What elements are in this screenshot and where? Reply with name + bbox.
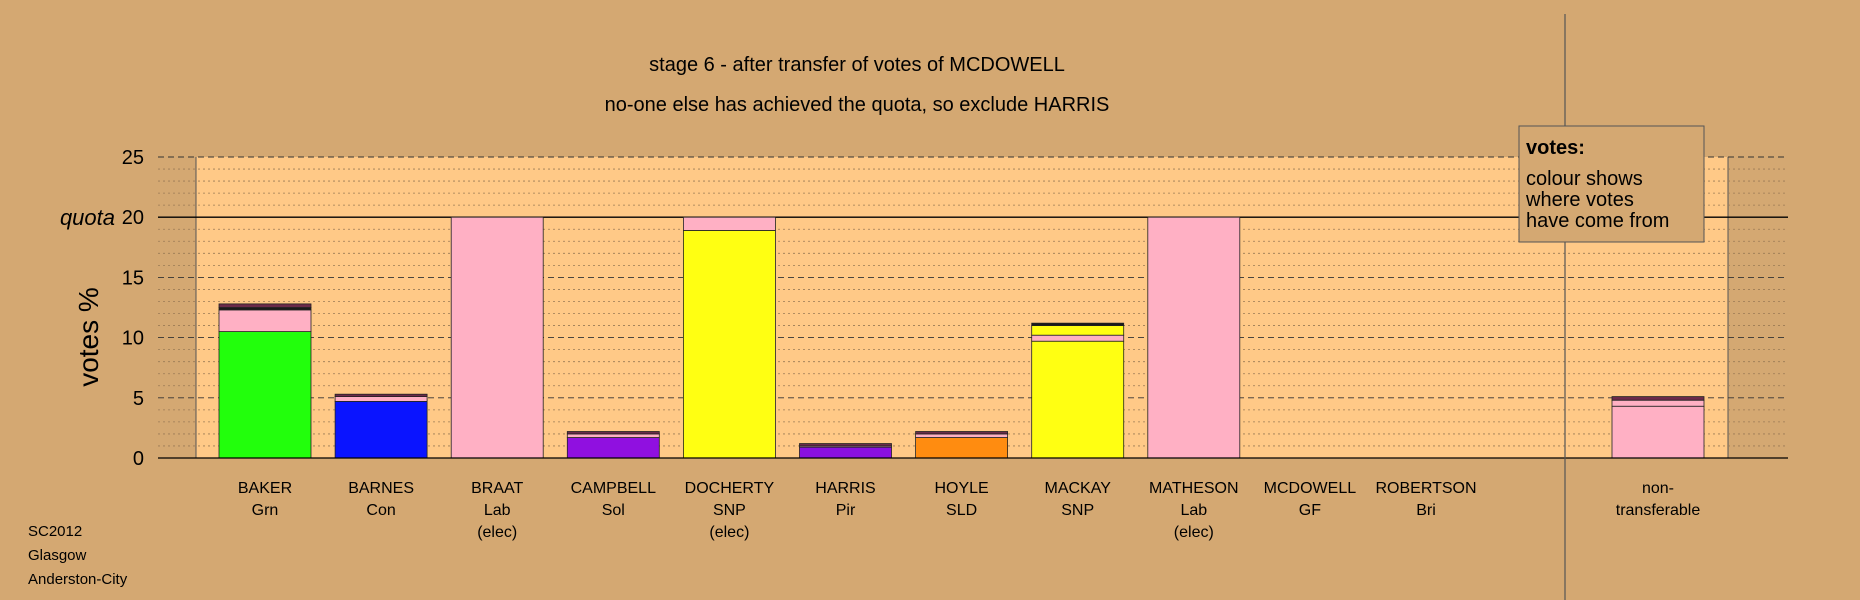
candidate-label-baker-1: Grn bbox=[252, 502, 279, 519]
bar-segment-mackay-1 bbox=[1031, 334, 1125, 342]
bar-segment-mackay-0 bbox=[1031, 340, 1125, 459]
legend-line-2: where votes bbox=[1525, 189, 1634, 211]
corner-line-3: Anderston-City bbox=[28, 571, 128, 588]
y-tick-label-15: 15 bbox=[122, 267, 144, 289]
y-axis: 0 5 10 15 20 25 quota bbox=[60, 147, 1788, 470]
candidate-label-hoyle-1: SLD bbox=[946, 502, 977, 519]
candidate-label-docherty-0: DOCHERTY bbox=[685, 480, 775, 497]
bar-segment-matheson-0 bbox=[1147, 216, 1241, 459]
bar-segment-campbell-2 bbox=[566, 431, 660, 435]
bar-segment-baker-0 bbox=[218, 331, 312, 459]
candidate-label-braat-1: Lab bbox=[484, 502, 511, 519]
bar-segment-nontransferable-2 bbox=[1611, 396, 1705, 401]
candidate-label-matheson-1: Lab bbox=[1180, 502, 1207, 519]
bar-segment-harris-2 bbox=[799, 443, 892, 447]
y-axis-label: votes % bbox=[73, 287, 104, 387]
candidate-label-braat-0: BRAAT bbox=[471, 480, 523, 497]
legend-line-1: colour shows bbox=[1526, 168, 1643, 190]
bar-segment-hoyle-2 bbox=[915, 431, 1008, 435]
bar-segment-hoyle-0 bbox=[915, 437, 1008, 459]
corner-line-1: SC2012 bbox=[28, 523, 82, 540]
y-tick-label-10: 10 bbox=[122, 328, 144, 350]
candidate-label-braat-2: (elec) bbox=[477, 524, 517, 541]
candidate-label-mackay-1: SNP bbox=[1061, 502, 1094, 519]
candidate-label-harris-1: Pir bbox=[836, 502, 856, 519]
bar-segment-harris-0 bbox=[799, 446, 892, 459]
bar-segment-hoyle-1 bbox=[915, 433, 1008, 438]
bar-segment-mackay-2 bbox=[1031, 325, 1125, 336]
bar-segment-docherty-0 bbox=[683, 230, 776, 459]
candidate-label-matheson-0: MATHESON bbox=[1149, 480, 1238, 497]
candidate-label-robertson-0: ROBERTSON bbox=[1375, 480, 1476, 497]
bar-segment-nontransferable-0 bbox=[1611, 405, 1705, 459]
gridlines bbox=[158, 156, 1788, 447]
bar-segment-baker-1 bbox=[218, 309, 312, 332]
candidate-label-baker-0: BAKER bbox=[238, 480, 292, 497]
candidate-label-hoyle-0: HOYLE bbox=[934, 480, 988, 497]
bar-segment-mackay-3 bbox=[1031, 322, 1125, 326]
nontransferable-label-0: non- bbox=[1642, 480, 1674, 497]
bar-segment-campbell-1 bbox=[566, 433, 660, 438]
bars bbox=[218, 216, 1705, 459]
bar-segment-docherty-1 bbox=[683, 216, 776, 231]
corner-line-2: Glasgow bbox=[28, 547, 87, 564]
bar-segment-barnes-1 bbox=[334, 396, 428, 402]
candidate-label-robertson-1: Bri bbox=[1416, 502, 1436, 519]
y-tick-label-25: 25 bbox=[122, 147, 144, 169]
bar-segment-nontransferable-1 bbox=[1611, 399, 1705, 407]
y-tick-label-20: 20 bbox=[122, 207, 144, 229]
legend-box: votes: colour shows where votes have com… bbox=[1518, 125, 1705, 243]
bar-segment-barnes-0 bbox=[334, 401, 428, 459]
candidate-label-barnes-1: Con bbox=[366, 502, 395, 519]
candidate-label-docherty-1: SNP bbox=[713, 502, 746, 519]
candidate-label-campbell-0: CAMPBELL bbox=[571, 480, 656, 497]
nontransferable-label-1: transferable bbox=[1616, 502, 1701, 519]
bar-segment-braat-0 bbox=[450, 216, 544, 459]
candidate-label-matheson-2: (elec) bbox=[1174, 524, 1214, 541]
candidate-label-barnes-0: BARNES bbox=[348, 480, 414, 497]
legend-frame bbox=[1518, 125, 1705, 243]
candidate-labels: BAKER Grn BARNES Con BRAAT Lab (elec) CAMPBELL S… bbox=[238, 480, 1700, 541]
y-tick-label-5: 5 bbox=[133, 388, 144, 410]
candidate-label-mackay-0: MACKAY bbox=[1045, 480, 1112, 497]
candidate-label-campbell-1: Sol bbox=[602, 502, 625, 519]
candidate-label-harris-0: HARRIS bbox=[815, 480, 875, 497]
chart-title: stage 6 - after transfer of votes of MCD… bbox=[649, 54, 1065, 76]
candidate-label-mcdowell-0: MCDOWELL bbox=[1264, 480, 1357, 497]
bar-segment-campbell-0 bbox=[566, 437, 660, 459]
quota-label: quota bbox=[60, 205, 115, 230]
candidate-label-docherty-2: (elec) bbox=[709, 524, 749, 541]
legend-title: votes: bbox=[1526, 137, 1585, 159]
bar-segment-baker-3 bbox=[218, 303, 312, 308]
y-tick-label-0: 0 bbox=[133, 448, 144, 470]
legend-line-3: have come from bbox=[1526, 210, 1669, 232]
candidate-label-mcdowell-1: GF bbox=[1299, 502, 1321, 519]
bar-segment-barnes-2 bbox=[334, 393, 428, 397]
chart-subtitle: no-one else has achieved the quota, so e… bbox=[605, 94, 1110, 116]
